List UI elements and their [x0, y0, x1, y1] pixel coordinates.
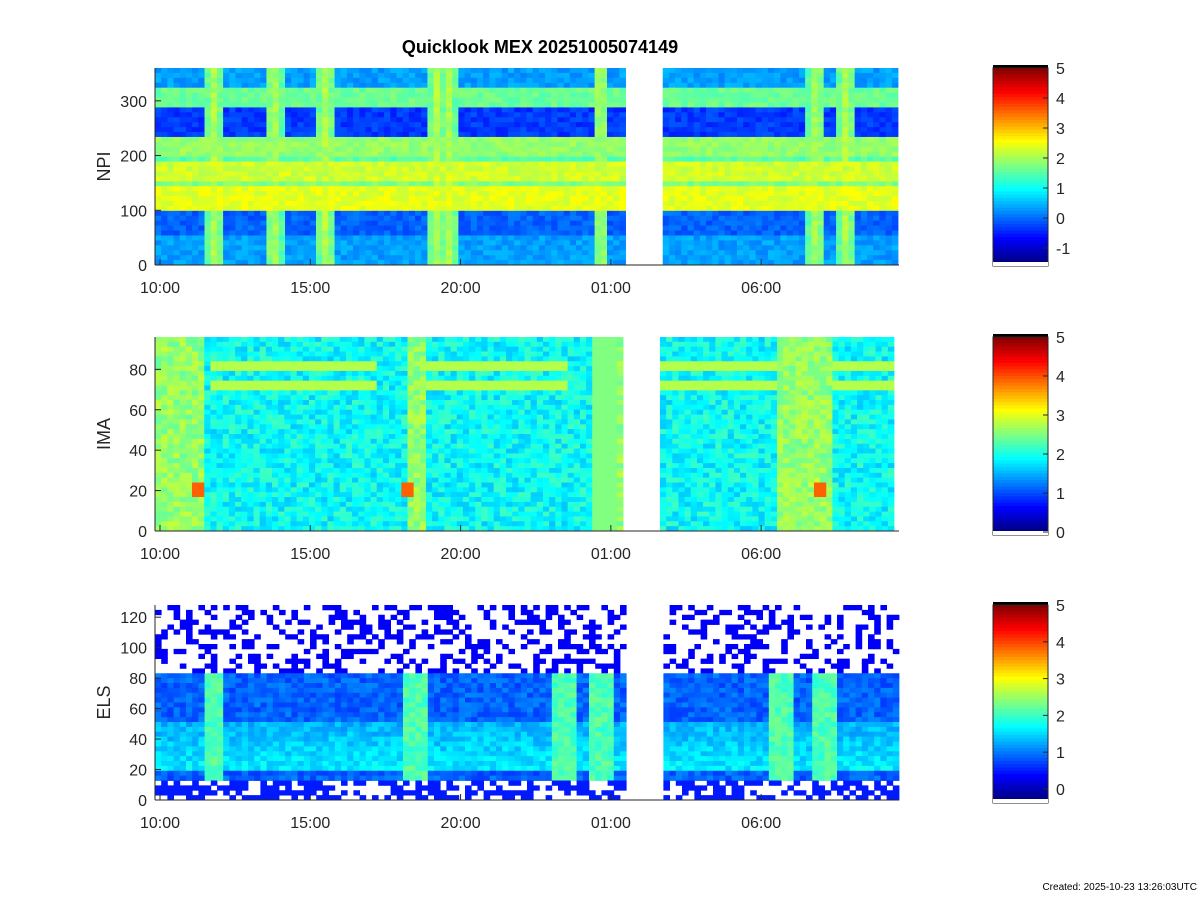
- colorbar-tick-label: 0: [1056, 211, 1065, 228]
- x-tick-label: 01:00: [591, 546, 631, 563]
- x-tick-label: 01:00: [591, 280, 631, 297]
- y-tick-label: 0: [138, 258, 147, 275]
- y-tick-label: 80: [129, 362, 147, 379]
- colorbar-tick-label: 4: [1056, 635, 1065, 652]
- els-spectrogram: [155, 605, 900, 801]
- x-tick-label: 20:00: [441, 815, 481, 832]
- colorbar-tick-label: 5: [1056, 598, 1065, 615]
- x-tick-label: 15:00: [290, 546, 330, 563]
- colorbar-tick-label: 3: [1056, 121, 1065, 138]
- y-tick-label: 100: [120, 203, 147, 220]
- y-axis-label: NPI: [94, 151, 114, 181]
- figure-title: Quicklook MEX 20251005074149: [401, 37, 679, 57]
- panel-npi: 0 100 200 300 10:00 15:00 20:00 01:00 06:00 NPI -1…: [94, 61, 1070, 297]
- colorbar-tick-label: 3: [1056, 672, 1065, 689]
- panel-ima: 0 20 40 60 80 10:00 15:00 20:00 01:00 06:00 IMA 0 1 2…: [94, 330, 1065, 563]
- y-tick-label: 40: [129, 732, 147, 749]
- npi-colorbar: -1 0 1 2 3 4 5: [992, 61, 1070, 267]
- colorbar-tick-label: 3: [1056, 408, 1065, 425]
- y-axis-label: IMA: [94, 418, 114, 450]
- y-tick-label: 0: [138, 793, 147, 810]
- y-tick-label: 20: [129, 484, 147, 501]
- y-tick-label: 20: [129, 763, 147, 780]
- x-tick-label: 06:00: [741, 815, 781, 832]
- y-tick-label: 60: [129, 403, 147, 420]
- colorbar-tick-label: 4: [1056, 91, 1065, 108]
- colorbar-tick-label: 2: [1056, 151, 1065, 168]
- x-tick-label: 15:00: [290, 280, 330, 297]
- y-tick-label: 100: [120, 641, 147, 658]
- x-tick-label: 10:00: [140, 280, 180, 297]
- x-tick-label: 01:00: [591, 815, 631, 832]
- colorbar-tick-label: 1: [1056, 486, 1065, 503]
- y-axis-label: ELS: [94, 685, 114, 719]
- colorbar-tick-label: 1: [1056, 745, 1065, 762]
- y-tick-label: 40: [129, 443, 147, 460]
- colorbar-tick-label: 4: [1056, 369, 1065, 386]
- colorbar-tick-label: 1: [1056, 181, 1065, 198]
- colorbar-tick-label: 5: [1056, 330, 1065, 347]
- ima-spectrogram: [155, 337, 895, 532]
- els-colorbar: 0 1 2 3 4 5: [992, 598, 1065, 804]
- colorbar-tick-label: 2: [1056, 447, 1065, 464]
- colorbar-tick-label: 0: [1056, 525, 1065, 542]
- x-tick-label: 20:00: [441, 546, 481, 563]
- npi-spectrogram: [155, 68, 899, 266]
- y-tick-label: 300: [120, 94, 147, 111]
- x-tick-label: 06:00: [741, 280, 781, 297]
- colorbar-tick-label: -1: [1056, 241, 1070, 258]
- y-tick-label: 120: [120, 610, 147, 627]
- y-tick-label: 0: [138, 524, 147, 541]
- created-timestamp: Created: 2025-10-23 13:26:03UTC: [1042, 882, 1197, 893]
- colorbar-tick-label: 2: [1056, 708, 1065, 725]
- x-tick-label: 15:00: [290, 815, 330, 832]
- y-tick-label: 80: [129, 671, 147, 688]
- y-tick-label: 200: [120, 149, 147, 166]
- colorbar-tick-label: 5: [1056, 61, 1065, 78]
- y-tick-label: 60: [129, 702, 147, 719]
- x-tick-label: 10:00: [140, 546, 180, 563]
- colorbar-tick-label: 0: [1056, 782, 1065, 799]
- x-tick-label: 10:00: [140, 815, 180, 832]
- x-tick-label: 06:00: [741, 546, 781, 563]
- x-tick-label: 20:00: [441, 280, 481, 297]
- ima-colorbar: 0 1 2 3 4 5: [992, 330, 1065, 542]
